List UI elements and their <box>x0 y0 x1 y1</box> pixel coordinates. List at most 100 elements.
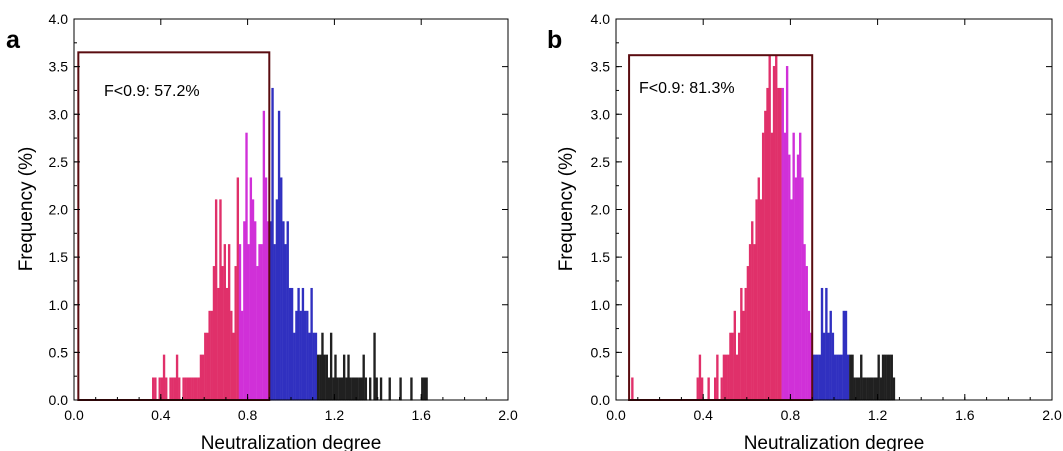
histogram-bar <box>178 377 181 401</box>
histogram-bar <box>779 87 782 401</box>
panel-a-y-tick-label: 2.0 <box>49 202 69 218</box>
histogram-bar <box>210 310 213 401</box>
histogram-bar <box>154 377 157 401</box>
histogram-bar <box>755 199 758 401</box>
histogram-bar <box>888 354 891 401</box>
histogram-bar <box>214 199 218 401</box>
histogram-bar <box>805 266 808 401</box>
histogram-bar <box>794 177 798 401</box>
histogram-bar <box>338 377 342 401</box>
histogram-bar <box>373 332 376 401</box>
histogram-bar <box>877 354 880 401</box>
panel-a-annotation: F<0.9: 57.2% <box>104 83 200 100</box>
histogram-bar <box>727 354 730 401</box>
histogram-bar <box>262 110 266 401</box>
histogram-bar <box>245 132 248 401</box>
histogram-bar <box>358 377 361 401</box>
histogram-bar <box>868 377 872 401</box>
histogram-bar <box>323 354 326 401</box>
panel-a-y-tick-label: 2.5 <box>49 154 69 170</box>
panel-b-y-axis-title: Frequency (%) <box>556 147 577 272</box>
histogram-bar <box>217 287 220 401</box>
panel-a-y-tick-label: 4.0 <box>49 11 69 27</box>
panel-b-x-tick-label: 2.0 <box>1042 407 1062 423</box>
panel-b-y-tick-label: 1.0 <box>591 297 611 313</box>
histogram-bar <box>886 354 889 401</box>
histogram-bar <box>303 310 307 401</box>
histogram-bar <box>857 377 861 401</box>
histogram-bar <box>796 154 800 401</box>
panel-a-y-axis-title: Frequency (%) <box>16 147 37 272</box>
histogram-bar <box>206 332 209 401</box>
histogram-bar <box>759 199 763 401</box>
histogram-bar <box>227 244 231 401</box>
histogram-bar <box>849 354 852 401</box>
histogram-bar <box>829 310 832 401</box>
histogram-bar <box>208 310 211 401</box>
histogram-bar <box>290 287 294 401</box>
histogram-bar <box>249 177 253 401</box>
histogram-bar <box>892 377 896 401</box>
panel-a-y-tick-label: 0.0 <box>49 392 69 408</box>
histogram-bar <box>631 377 634 401</box>
histogram-bar <box>301 287 305 401</box>
histogram-bar <box>182 377 185 401</box>
histogram-bar <box>766 87 769 401</box>
histogram-bar <box>236 177 240 401</box>
histogram-bar <box>740 287 743 401</box>
histogram-bar <box>788 154 791 401</box>
histogram-bar <box>175 354 179 401</box>
histogram-bar <box>846 354 850 401</box>
histogram-bar <box>349 377 352 401</box>
histogram-bar <box>851 354 854 401</box>
histogram-bar <box>737 332 741 401</box>
histogram-bar <box>173 377 177 401</box>
panel-b-y-tick-label: 3.0 <box>591 106 611 122</box>
histogram-bar <box>379 377 383 401</box>
histogram-bar <box>884 354 887 401</box>
histogram-bar <box>347 354 350 401</box>
panel-b-x-tick-label: 1.6 <box>955 407 975 423</box>
histogram-bar <box>193 377 196 401</box>
histogram-bar <box>696 377 699 401</box>
histogram-bar <box>271 87 274 401</box>
histogram-bar <box>356 377 359 401</box>
histogram-bar <box>792 132 795 401</box>
histogram-bar <box>219 199 222 401</box>
histogram-bar <box>818 354 822 401</box>
histogram-bar <box>306 310 309 401</box>
histogram-bar <box>698 354 702 401</box>
histogram-bar <box>862 377 865 401</box>
histogram-bar <box>724 354 728 401</box>
histogram-bar <box>842 310 845 401</box>
histogram-bar <box>169 377 172 401</box>
histogram-bar <box>770 132 774 401</box>
histogram-bar <box>707 377 710 401</box>
histogram-bar <box>284 244 287 401</box>
histogram-bar <box>191 377 194 401</box>
panel-a-x-tick-label: 2.0 <box>498 407 518 423</box>
histogram-bar <box>753 244 756 401</box>
histogram-bar <box>423 377 426 401</box>
histogram-bar <box>860 354 863 401</box>
histogram-bar <box>844 310 848 401</box>
histogram-bar <box>836 354 839 401</box>
histogram-bar <box>831 332 835 401</box>
histogram-bar <box>748 244 752 401</box>
histogram-bar <box>286 221 289 401</box>
panel-b-y-tick-label: 1.5 <box>591 249 611 265</box>
panel-b-bars <box>631 54 896 401</box>
histogram-bar <box>833 354 837 401</box>
histogram-bar <box>799 132 802 401</box>
histogram-bar <box>204 332 207 401</box>
histogram-bar <box>316 354 320 401</box>
panel-a-x-tick-label: 1.6 <box>411 407 431 423</box>
histogram-bar <box>827 332 830 401</box>
histogram-bar <box>299 310 302 401</box>
histogram-bar <box>820 287 824 401</box>
histogram-bar <box>171 377 174 401</box>
panel-b-x-tick-label: 0.4 <box>693 407 713 423</box>
histogram-bar <box>282 221 285 401</box>
histogram-bar <box>195 377 198 401</box>
